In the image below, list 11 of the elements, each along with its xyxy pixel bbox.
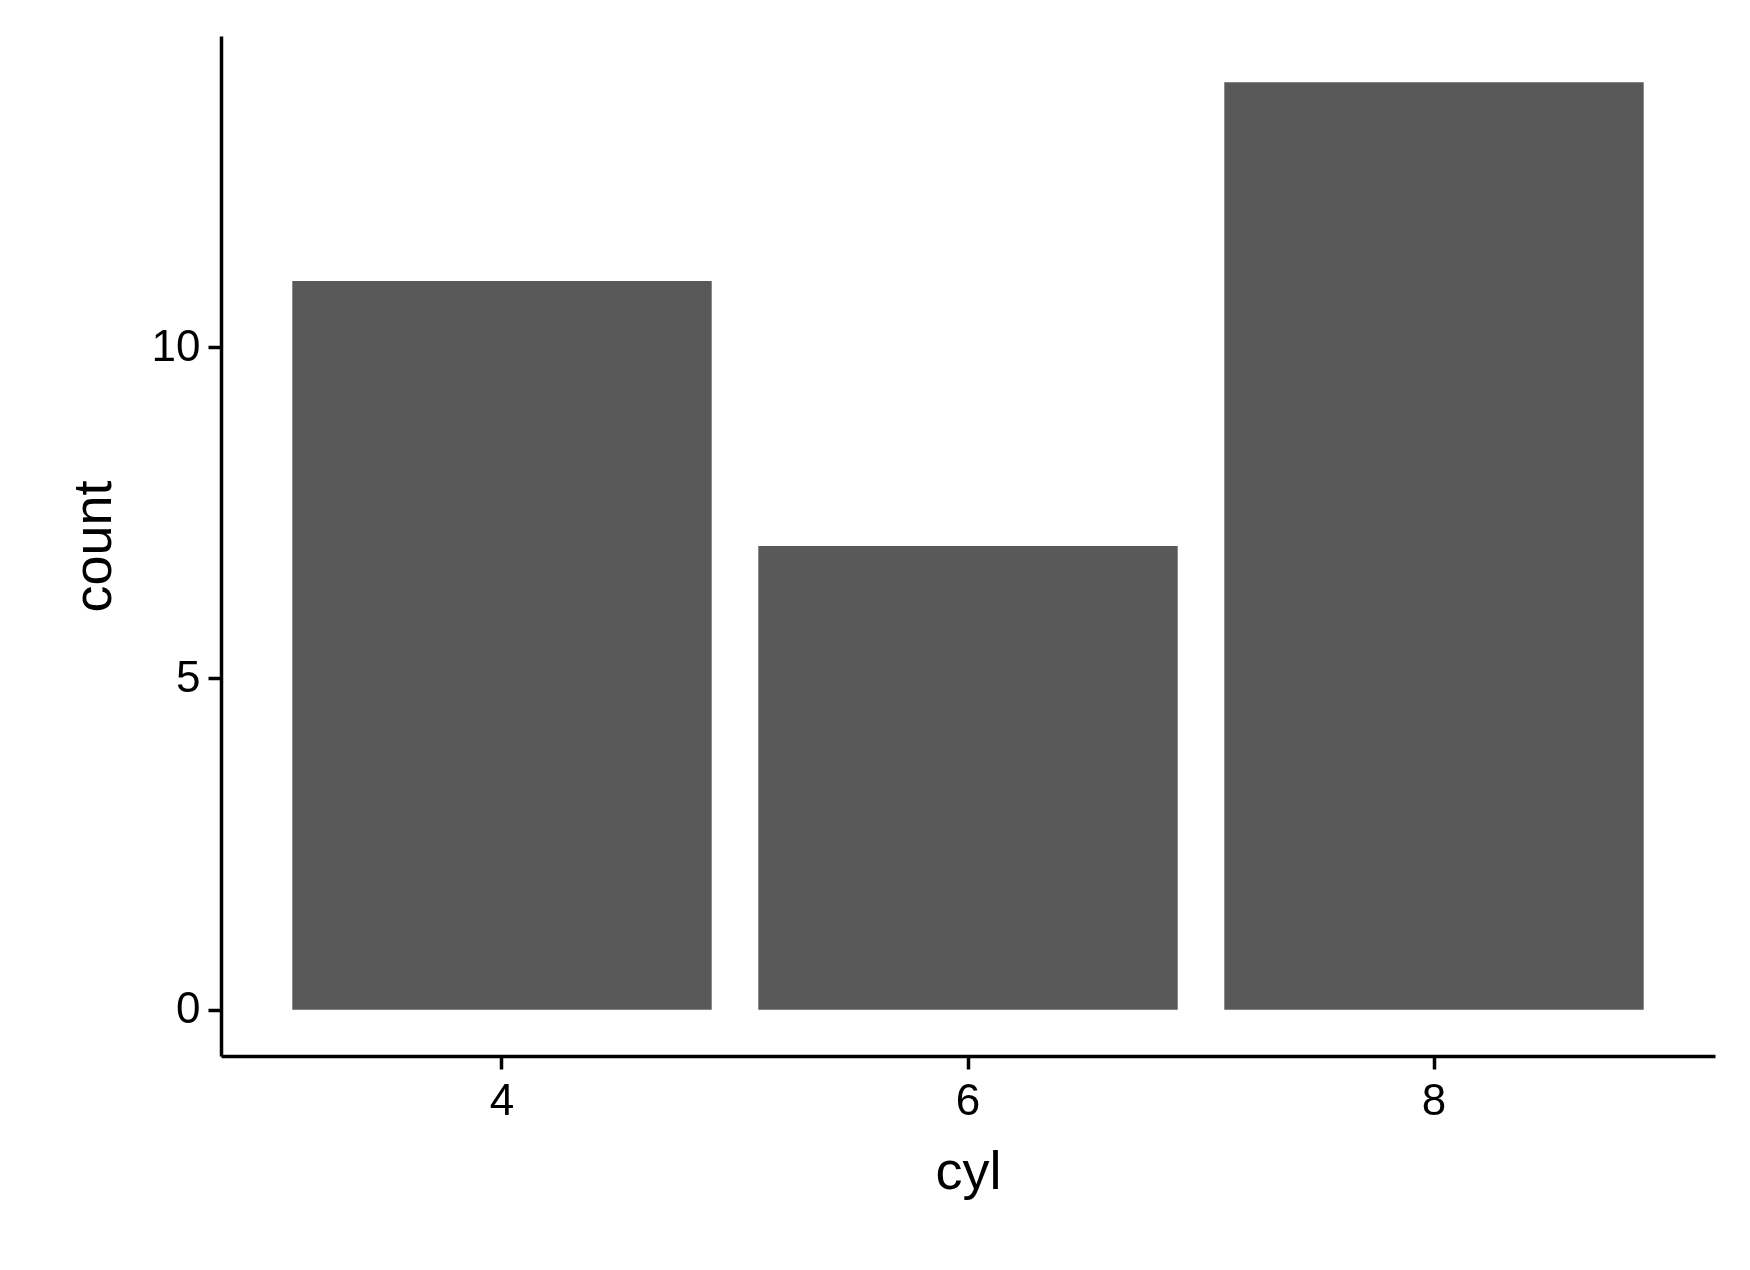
bar	[292, 281, 712, 1010]
y-tick-label: 5	[176, 651, 201, 701]
y-tick-label: 10	[151, 320, 201, 370]
x-tick-label: 6	[955, 1074, 981, 1124]
x-tick-label: 8	[1421, 1074, 1447, 1124]
y-tick-label: 0	[176, 983, 201, 1033]
x-axis-title: cyl	[935, 1139, 1002, 1200]
y-axis-title: count	[61, 480, 122, 613]
bar	[1224, 82, 1644, 1010]
x-tick-label: 4	[489, 1074, 515, 1124]
bar	[758, 546, 1178, 1010]
